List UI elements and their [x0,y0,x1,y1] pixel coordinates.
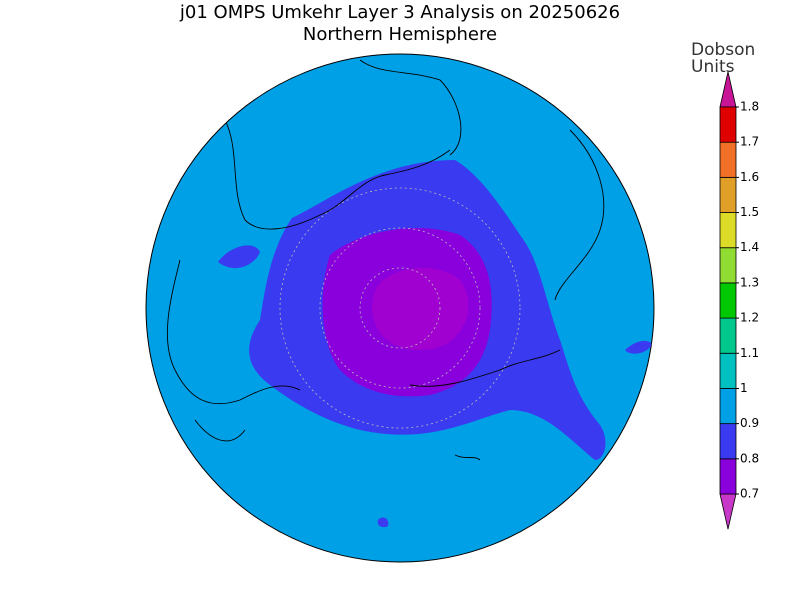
colorbar-tick-label: 1.2 [740,311,759,325]
colorbar-under [719,493,737,530]
colorbar-segment [719,212,737,249]
colorbar-over [719,71,737,108]
colorbar-tick-label: 1.8 [740,100,759,114]
subtitle: Northern Hemisphere [303,24,497,45]
colorbar-segment [719,247,737,284]
colorbar-label: Dobson [691,40,755,60]
colorbar-segment [719,176,737,213]
colorbar-segment [719,388,737,425]
contour-patch [218,245,260,269]
colorbar-tick-label: 1.3 [740,275,759,289]
colorbar-tick-label: 0.7 [740,487,759,501]
colorbar-tick-label: 1.5 [740,205,759,219]
colorbar-segment [719,352,737,389]
contour-patch [625,340,652,354]
contour-core [372,268,469,350]
colorbar-tick-label: 1.4 [740,240,759,254]
map [145,53,655,563]
colorbar-segment [719,141,737,178]
colorbar-segment [719,458,737,495]
colorbar-segment [719,282,737,319]
colorbar: Dobson Units 0.7 0.8 0.9 1 1.1 1.2 1.3 1.4 1.5 1.… [691,40,759,530]
colorbar-label: Units [691,57,735,77]
colorbar-tick-label: 1.7 [740,135,759,149]
colorbar-segment [719,106,737,143]
colorbar-tick-label: 1.1 [740,346,759,360]
contour-patch [377,517,389,528]
colorbar-segment [719,423,737,460]
colorbar-tick-label: 1.6 [740,170,759,184]
colorbar-tick-label: 0.8 [740,451,759,465]
title: j01 OMPS Umkehr Layer 3 Analysis on 2025… [179,2,620,23]
colorbar-segment [719,317,737,354]
colorbar-tick-label: 1 [740,381,748,395]
colorbar-tick-label: 0.9 [740,416,759,430]
